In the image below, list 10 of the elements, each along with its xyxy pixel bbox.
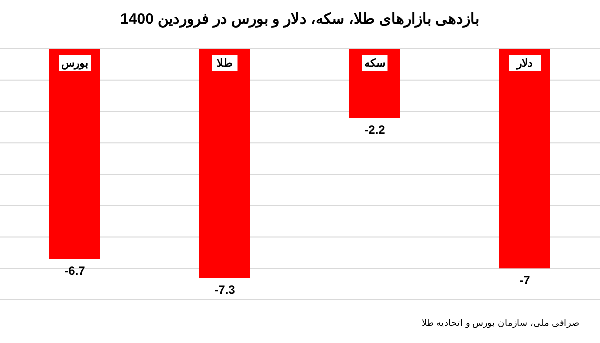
- text: صرافی ملی، سازمان بورس و اتحادیه طلا: [422, 318, 580, 328]
- data-label: -2.2: [364, 123, 386, 138]
- x-tick-label: دلار: [516, 58, 533, 70]
- x-tick-label: طلا: [217, 58, 233, 70]
- data-label: -7: [520, 274, 531, 288]
- data-label: -7.3: [214, 283, 236, 298]
- chart-title: بازدهی بازارهای طلا، سکه، دلار و بورس در فروردین 1400: [120, 10, 480, 28]
- x-tick-label: بورس: [62, 58, 88, 70]
- data-label: -6.7: [64, 264, 86, 278]
- x-tick-label: سکه: [364, 58, 386, 70]
